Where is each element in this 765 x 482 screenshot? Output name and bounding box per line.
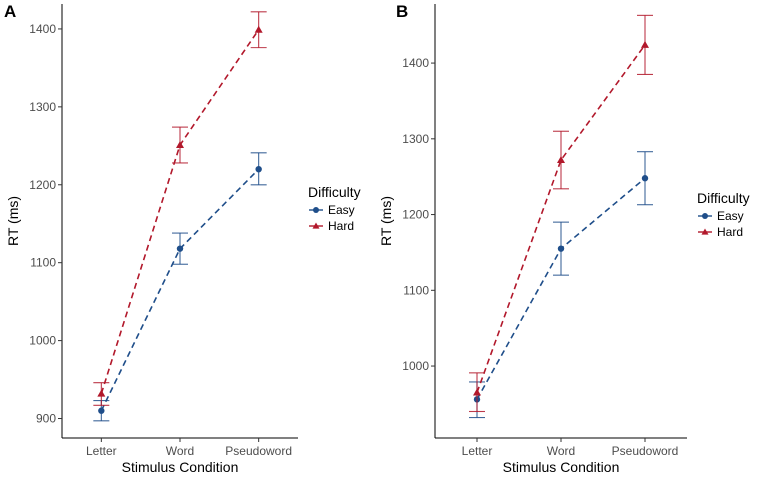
panel-b-easy-point [641,175,649,182]
panel-b-hard-point [557,156,565,164]
panel-a-legend-easy-key-marker [313,207,319,213]
panel-b-hard-line [476,44,646,393]
panel-b-y-tick-label: 1000 [402,359,429,373]
panel-a-y-tick-label: 1000 [29,334,56,348]
panel-a-x-tick-label: Letter [86,444,117,458]
panel-b-y-axis-title: RT (ms) [378,196,394,246]
panel-a-hard-line [100,29,260,394]
panel-a-hard-point [254,25,263,33]
panel-b-legend-title: Difficulty [697,190,750,206]
panel-b-y-tick-label: 1300 [402,132,429,146]
panel-a-legend-easy-label: Easy [328,203,355,217]
panel-a-y-axis-title: RT (ms) [5,196,21,246]
panel-b-legend-hard-label: Hard [717,225,743,239]
panel-a-easy-point [255,165,262,173]
panel-b-easy-line [476,177,646,400]
panel-a-easy-point [98,407,105,414]
panel-a-easy-point [176,245,184,252]
panel-a-legend-title: Difficulty [308,184,361,200]
panel-a-hard-point [97,389,106,397]
panel-a-x-axis-title: Stimulus Condition [122,459,239,475]
panel-b-y-tick-label: 1400 [402,56,429,70]
panel-b-legend-hard-key-marker [701,228,709,235]
panel-a-y-tick-label: 1300 [29,100,56,114]
panel-a-y-tick-label: 1400 [29,22,56,36]
panel-a-y-tick-label: 1100 [30,256,56,270]
panel-a-y-tick-label: 900 [36,412,56,426]
panel-b-legend-easy-key-marker [702,213,708,219]
panel-a-letter: A [4,2,16,21]
panel-b-letter: B [396,2,408,21]
panel-b-x-axis-title: Stimulus Condition [503,459,620,475]
panel-b-hard-point [473,388,481,396]
panel-a-x-tick-label: Word [166,444,194,458]
panel-b-x-tick-label: Letter [462,444,493,458]
panel-b-easy-point [557,245,565,252]
panel-a-easy-line [100,168,260,412]
panel-a-hard-point [176,141,184,149]
panel-b-hard-point [641,40,649,48]
panel-a-y-tick-label: 1200 [29,178,56,192]
panel-b-legend-easy-label: Easy [717,209,744,223]
panel-b-x-tick-label: Word [547,444,575,458]
panel-a-legend-hard-key-marker [312,222,320,229]
panel-b-y-tick-label: 1100 [403,283,429,297]
panel-a-legend-hard-label: Hard [328,219,354,233]
panel-b-y-tick-label: 1200 [402,208,429,222]
panel-a-x-tick-label: Pseudoword [225,444,292,458]
panel-b-x-tick-label: Pseudoword [612,444,679,458]
